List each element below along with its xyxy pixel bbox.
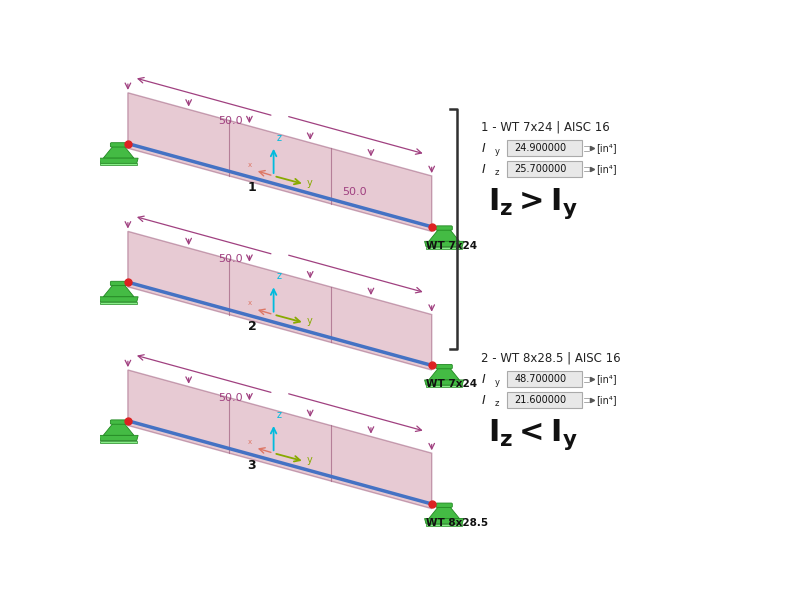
FancyBboxPatch shape bbox=[507, 371, 582, 387]
Text: z: z bbox=[277, 133, 282, 143]
Polygon shape bbox=[99, 436, 138, 440]
Text: z: z bbox=[495, 399, 499, 408]
Text: y: y bbox=[306, 178, 312, 188]
Text: WT 8x28.5: WT 8x28.5 bbox=[426, 518, 488, 528]
Text: y: y bbox=[306, 316, 312, 326]
Text: 50.0: 50.0 bbox=[218, 254, 242, 264]
Text: y: y bbox=[495, 379, 500, 388]
Polygon shape bbox=[128, 93, 432, 232]
Text: 50.0: 50.0 bbox=[218, 393, 242, 403]
FancyBboxPatch shape bbox=[507, 392, 582, 408]
Text: $I$: $I$ bbox=[482, 142, 486, 155]
Text: 21.600000: 21.600000 bbox=[514, 395, 566, 405]
Polygon shape bbox=[425, 380, 464, 385]
Text: 25.700000: 25.700000 bbox=[514, 164, 566, 174]
Text: z: z bbox=[495, 168, 499, 177]
Text: 50.0: 50.0 bbox=[342, 187, 366, 197]
Text: z: z bbox=[277, 271, 282, 281]
Polygon shape bbox=[429, 368, 459, 380]
FancyBboxPatch shape bbox=[507, 161, 582, 177]
Text: [in⁴]: [in⁴] bbox=[596, 374, 617, 384]
Text: 1: 1 bbox=[247, 181, 256, 194]
Text: WT 7x24: WT 7x24 bbox=[426, 241, 477, 251]
FancyBboxPatch shape bbox=[110, 281, 127, 286]
FancyBboxPatch shape bbox=[436, 364, 452, 369]
Polygon shape bbox=[103, 285, 134, 297]
Text: [in⁴]: [in⁴] bbox=[596, 164, 617, 174]
Text: x: x bbox=[248, 161, 252, 167]
FancyBboxPatch shape bbox=[436, 226, 452, 230]
Text: [in⁴]: [in⁴] bbox=[596, 143, 617, 153]
Text: 48.700000: 48.700000 bbox=[514, 374, 566, 384]
Text: y: y bbox=[495, 148, 500, 157]
Text: $\mathbf{I_z > I_y}$: $\mathbf{I_z > I_y}$ bbox=[487, 186, 577, 221]
Text: WT 7x24: WT 7x24 bbox=[426, 379, 477, 389]
FancyBboxPatch shape bbox=[507, 140, 582, 156]
Polygon shape bbox=[128, 370, 432, 509]
Text: z: z bbox=[277, 410, 282, 420]
Polygon shape bbox=[101, 302, 137, 304]
Polygon shape bbox=[429, 229, 459, 241]
Polygon shape bbox=[101, 440, 137, 443]
Polygon shape bbox=[426, 524, 462, 526]
Polygon shape bbox=[425, 241, 464, 247]
Polygon shape bbox=[99, 297, 138, 302]
Polygon shape bbox=[128, 232, 432, 370]
Text: $I$: $I$ bbox=[482, 163, 486, 176]
Polygon shape bbox=[103, 146, 134, 158]
Polygon shape bbox=[425, 518, 464, 524]
FancyBboxPatch shape bbox=[110, 420, 127, 424]
Text: 50.0: 50.0 bbox=[218, 116, 242, 125]
Text: 2 - WT 8x28.5 | AISC 16: 2 - WT 8x28.5 | AISC 16 bbox=[482, 352, 621, 365]
Text: 24.900000: 24.900000 bbox=[514, 143, 566, 153]
Polygon shape bbox=[426, 247, 462, 248]
Polygon shape bbox=[426, 385, 462, 387]
Polygon shape bbox=[99, 158, 138, 163]
Text: 1 - WT 7x24 | AISC 16: 1 - WT 7x24 | AISC 16 bbox=[482, 121, 610, 134]
Text: $I$: $I$ bbox=[482, 373, 486, 386]
Text: $I$: $I$ bbox=[482, 394, 486, 407]
Text: 2: 2 bbox=[247, 320, 256, 333]
FancyBboxPatch shape bbox=[110, 143, 127, 147]
Text: x: x bbox=[248, 439, 252, 445]
Text: [in⁴]: [in⁴] bbox=[596, 395, 617, 405]
Text: $\mathbf{I_z < I_y}$: $\mathbf{I_z < I_y}$ bbox=[487, 417, 577, 452]
Text: y: y bbox=[306, 455, 312, 465]
Polygon shape bbox=[103, 424, 134, 436]
Text: x: x bbox=[248, 300, 252, 306]
Text: 3: 3 bbox=[247, 458, 256, 472]
Polygon shape bbox=[101, 163, 137, 166]
FancyBboxPatch shape bbox=[436, 503, 452, 508]
Polygon shape bbox=[429, 506, 459, 518]
